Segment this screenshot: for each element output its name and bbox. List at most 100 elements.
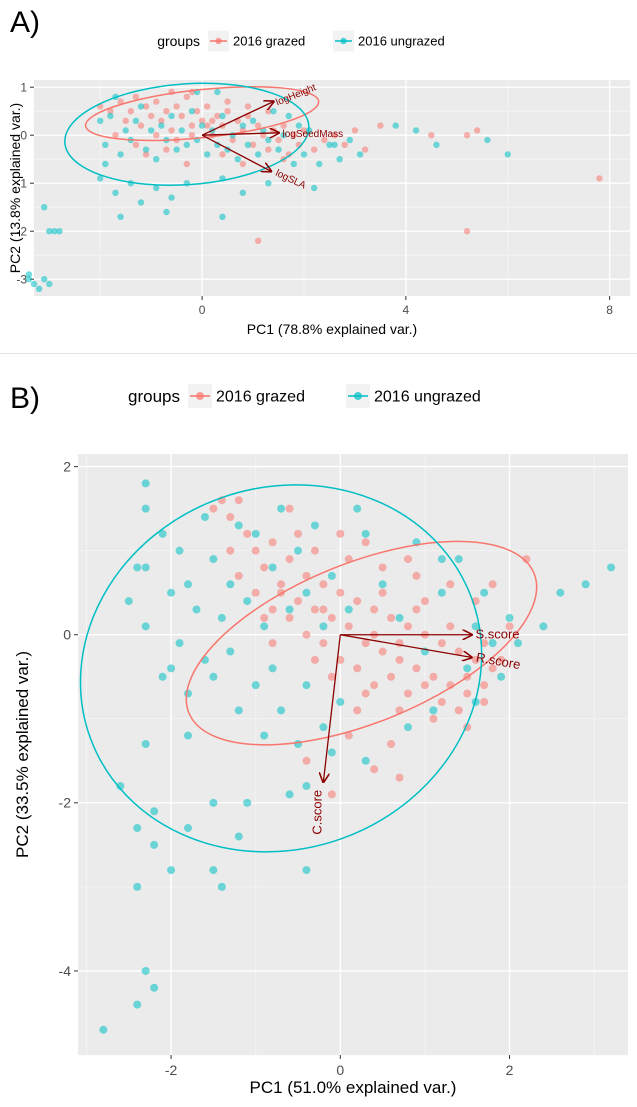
data-point [97, 117, 104, 125]
data-point [300, 127, 308, 134]
data-point [239, 160, 247, 168]
data-point [141, 622, 150, 631]
arrow-label: logSeedMass [283, 129, 344, 140]
legend-title: groups [157, 33, 200, 49]
data-point [327, 748, 336, 757]
data-point [302, 866, 311, 875]
data-point [122, 127, 129, 134]
data-point [209, 504, 218, 513]
data-point [437, 588, 446, 597]
data-point [321, 136, 328, 144]
data-point [404, 555, 412, 564]
data-point [251, 681, 260, 690]
data-point [285, 555, 294, 564]
series-grazed [209, 496, 531, 799]
data-point [184, 580, 192, 589]
data-point [463, 689, 472, 698]
data-point [133, 882, 142, 891]
data-point [471, 622, 480, 631]
data-point [112, 132, 119, 139]
data-point [214, 88, 221, 96]
data-point [437, 555, 446, 564]
data-point [254, 122, 262, 129]
data-point [214, 112, 221, 120]
data-point [290, 132, 297, 139]
data-point [142, 103, 150, 110]
data-point [290, 160, 297, 168]
data-point [188, 122, 196, 129]
data-point [167, 866, 176, 875]
data-point [302, 571, 311, 580]
data-point [116, 782, 125, 791]
data-point [319, 622, 328, 631]
data-point [310, 521, 319, 530]
data-point [285, 112, 292, 120]
data-point [226, 647, 235, 656]
data-point [404, 723, 412, 732]
data-point [209, 866, 218, 875]
data-point [285, 790, 294, 799]
data-point [310, 546, 319, 555]
data-point [251, 529, 260, 538]
data-point [280, 132, 287, 139]
data-point [370, 605, 379, 614]
data-point [254, 151, 262, 158]
data-point [454, 555, 463, 564]
data-point [56, 228, 63, 235]
data-point [277, 504, 286, 513]
data-point [344, 622, 353, 631]
data-point [117, 151, 124, 158]
data-point [51, 228, 58, 235]
data-point [504, 151, 511, 158]
data-point [234, 571, 243, 580]
data-point [302, 588, 311, 597]
data-point [280, 122, 287, 129]
data-point [209, 672, 218, 681]
data-point [387, 739, 396, 748]
data-point [167, 664, 176, 673]
data-point [310, 184, 318, 192]
data-point [488, 580, 497, 589]
data-point [184, 689, 192, 698]
arrow-label: C.score [309, 790, 324, 835]
data-point [260, 563, 269, 572]
y-tick-label: 0 [20, 128, 27, 142]
legend-entry-label: 2016 ungrazed [358, 34, 445, 49]
y-tick-label: -3 [16, 272, 27, 286]
data-point [244, 103, 252, 110]
data-point [243, 529, 252, 538]
data-point [319, 605, 328, 614]
ellipse-ungrazed [64, 82, 310, 186]
data-point [239, 122, 247, 129]
data-point [404, 622, 412, 631]
data-point [153, 156, 160, 163]
data-point [117, 213, 124, 220]
data-point [239, 189, 247, 196]
data-point [188, 132, 196, 139]
data-point [203, 103, 211, 110]
data-point [336, 697, 345, 706]
data-point [514, 639, 522, 648]
data-point [168, 127, 175, 134]
data-point [463, 228, 471, 235]
data-point [412, 127, 420, 134]
data-point [127, 108, 134, 115]
data-point [198, 122, 206, 129]
data-point [150, 840, 159, 849]
data-point [539, 622, 548, 631]
data-point [471, 655, 480, 664]
data-point [277, 706, 286, 715]
data-point [310, 146, 318, 153]
data-point [124, 597, 133, 606]
data-point [361, 639, 370, 648]
data-point [378, 563, 387, 572]
data-point [446, 622, 455, 631]
data-point [285, 151, 292, 158]
data-point [40, 204, 48, 211]
data-point [184, 731, 192, 740]
data-point [219, 213, 226, 220]
data-point [226, 513, 235, 522]
y-tick-label: -1 [16, 176, 27, 190]
data-point [395, 613, 404, 622]
x-axis-label: PC1 (78.8% explained var.) [247, 321, 417, 337]
